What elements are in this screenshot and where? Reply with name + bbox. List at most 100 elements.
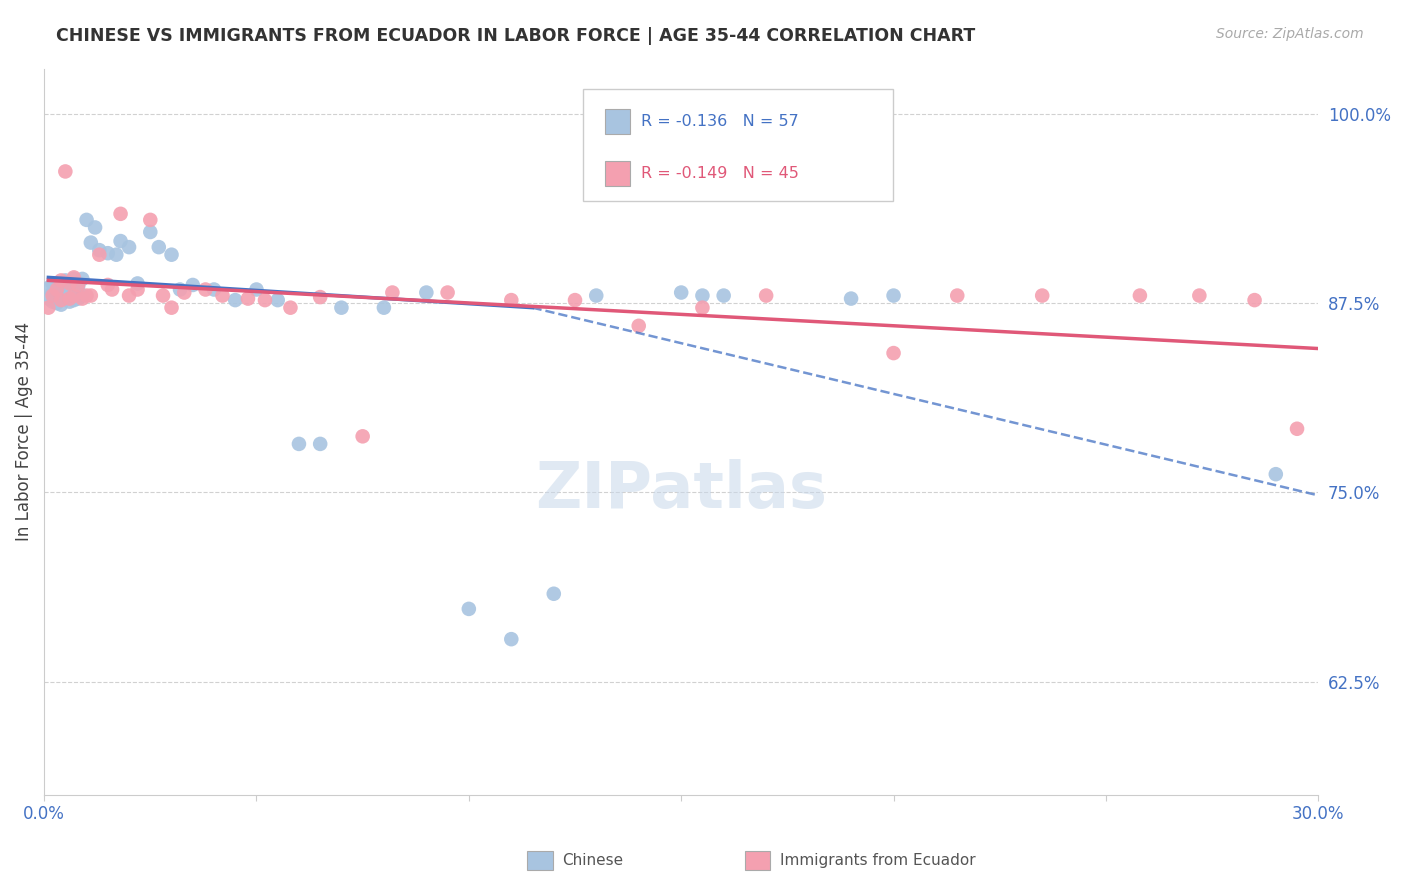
Point: [127, 277, 149, 291]
Point: [118, 288, 141, 302]
Point: [49, 273, 72, 287]
Point: [41, 277, 63, 291]
Point: [288, 437, 311, 451]
Point: [1243, 293, 1265, 307]
Point: [501, 293, 523, 307]
Point: [110, 207, 132, 221]
Text: ZIPatlas: ZIPatlas: [536, 458, 827, 521]
Point: [101, 283, 124, 297]
Point: [53, 283, 76, 297]
Point: [37, 301, 59, 315]
Point: [381, 285, 404, 300]
Point: [139, 213, 162, 227]
Point: [1264, 467, 1286, 482]
Point: [173, 285, 195, 300]
Point: [211, 288, 233, 302]
Point: [692, 301, 714, 315]
Point: [76, 213, 98, 227]
Point: [946, 288, 969, 302]
Point: [1188, 288, 1211, 302]
Point: [152, 288, 174, 302]
Point: [45, 277, 67, 292]
Point: [72, 272, 94, 286]
Point: [564, 293, 586, 307]
Point: [58, 277, 80, 291]
Point: [181, 277, 204, 292]
Point: [53, 292, 76, 306]
Point: [97, 277, 120, 292]
Text: R = -0.136   N = 57: R = -0.136 N = 57: [641, 114, 799, 128]
Point: [63, 288, 86, 302]
Point: [160, 248, 183, 262]
Point: [202, 283, 225, 297]
Point: [89, 248, 111, 262]
Point: [41, 285, 63, 300]
Point: [110, 234, 132, 248]
Point: [63, 270, 86, 285]
Point: [713, 288, 735, 302]
Point: [245, 283, 267, 297]
Point: [49, 288, 72, 302]
Point: [352, 429, 374, 443]
Point: [457, 602, 479, 616]
Point: [1031, 288, 1053, 302]
Point: [160, 301, 183, 315]
Point: [309, 290, 332, 304]
Point: [139, 225, 162, 239]
Point: [585, 288, 607, 302]
Point: [127, 283, 149, 297]
Point: [58, 285, 80, 300]
Point: [169, 283, 191, 297]
Point: [543, 587, 565, 601]
Y-axis label: In Labor Force | Age 35-44: In Labor Force | Age 35-44: [15, 322, 32, 541]
Point: [501, 632, 523, 647]
Point: [63, 272, 86, 286]
Point: [309, 437, 332, 451]
Text: Immigrants from Ecuador: Immigrants from Ecuador: [780, 853, 976, 868]
Point: [627, 318, 650, 333]
Point: [330, 301, 353, 315]
Point: [58, 294, 80, 309]
Point: [89, 243, 111, 257]
Point: [58, 292, 80, 306]
Point: [45, 296, 67, 310]
Point: [267, 293, 290, 307]
Point: [41, 288, 63, 302]
Point: [883, 288, 905, 302]
Point: [194, 283, 217, 297]
Point: [49, 279, 72, 293]
Point: [67, 292, 90, 306]
Point: [415, 285, 437, 300]
Point: [669, 285, 692, 300]
Point: [45, 287, 67, 301]
Point: [105, 248, 128, 262]
Text: CHINESE VS IMMIGRANTS FROM ECUADOR IN LABOR FORCE | AGE 35-44 CORRELATION CHART: CHINESE VS IMMIGRANTS FROM ECUADOR IN LA…: [56, 27, 976, 45]
Point: [97, 246, 120, 260]
Point: [76, 288, 98, 302]
Point: [755, 288, 778, 302]
Point: [148, 240, 170, 254]
Point: [118, 240, 141, 254]
Text: Source: ZipAtlas.com: Source: ZipAtlas.com: [1216, 27, 1364, 41]
Text: R = -0.149   N = 45: R = -0.149 N = 45: [641, 166, 799, 180]
Point: [41, 294, 63, 309]
Point: [84, 220, 107, 235]
Point: [1129, 288, 1152, 302]
Point: [280, 301, 302, 315]
Point: [58, 277, 80, 291]
Point: [839, 292, 862, 306]
Point: [53, 164, 76, 178]
Point: [67, 279, 90, 293]
Point: [72, 288, 94, 302]
Point: [692, 288, 714, 302]
Point: [1286, 422, 1309, 436]
Point: [236, 292, 259, 306]
Text: Chinese: Chinese: [562, 853, 623, 868]
Point: [80, 235, 103, 250]
Point: [436, 285, 458, 300]
Point: [373, 301, 395, 315]
Point: [72, 292, 94, 306]
Point: [45, 283, 67, 297]
Point: [67, 277, 90, 292]
Point: [37, 292, 59, 306]
